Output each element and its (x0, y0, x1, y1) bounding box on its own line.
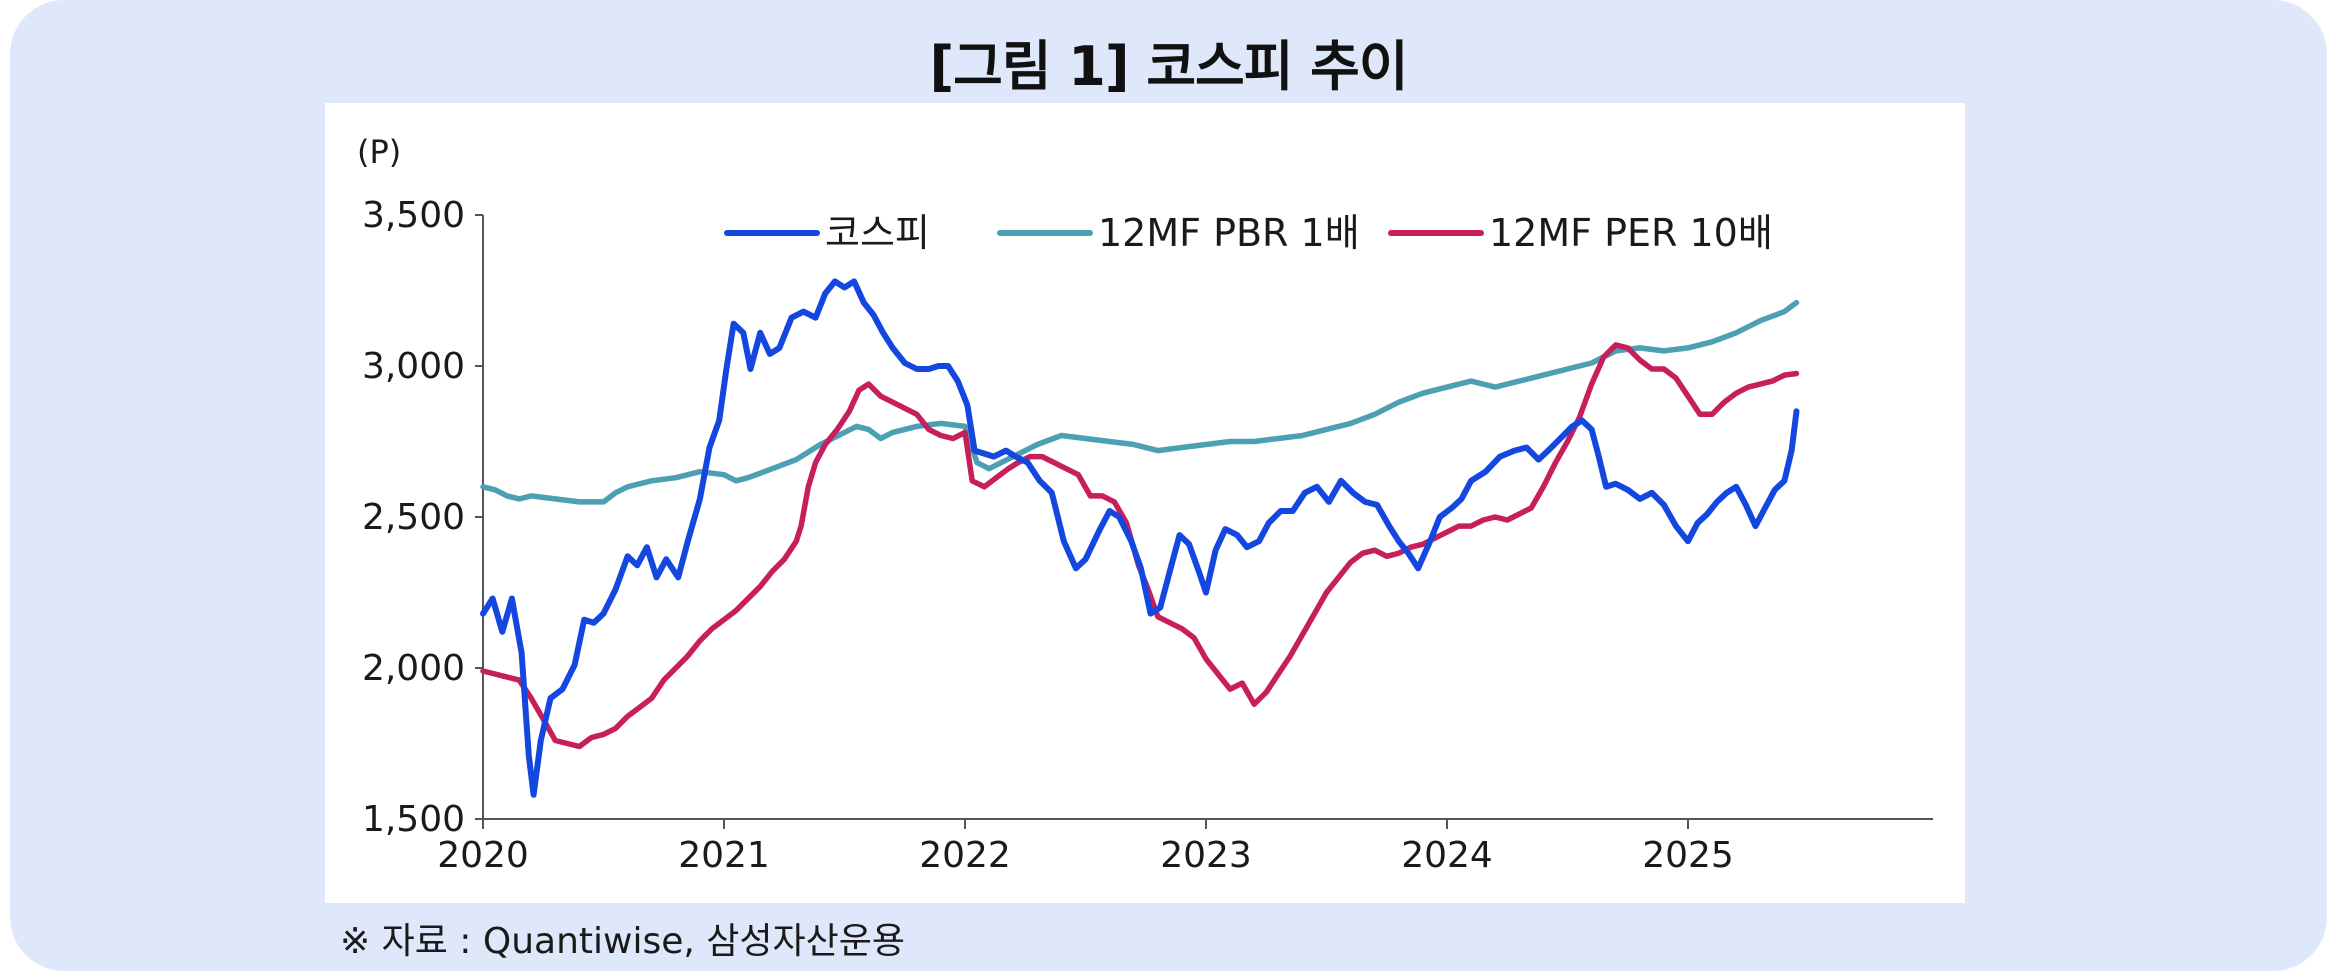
x-tick-label: 2020 (437, 835, 529, 876)
series-line-2 (480, 342, 1800, 750)
x-tick-label: 2022 (919, 835, 1011, 876)
legend-label: 12MF PBR 1배 (1098, 211, 1360, 255)
axes: 1,500 2,000 2,500 3,000 3,500 2020 2021 2022 202… (362, 195, 1933, 876)
figure-title: [그림 1] 코스피 추이 (929, 35, 1408, 98)
y-tick-label: 2,500 (362, 497, 465, 538)
x-tick-label: 2023 (1160, 835, 1252, 876)
x-tick-label: 2024 (1401, 835, 1493, 876)
plot-area: (P) 1,500 2,000 2,500 3,000 3,500 2020 2021 202… (325, 103, 1965, 903)
series-layer (480, 278, 1800, 798)
x-tick-label: 2021 (678, 835, 770, 876)
series-line-0 (480, 278, 1800, 798)
y-tick-label: 2,000 (362, 648, 465, 689)
x-tick-label: 2025 (1642, 835, 1734, 876)
y-tick-label: 3,500 (362, 195, 465, 236)
legend: 코스피 12MF PBR 1배 12MF PER 10배 (724, 211, 1773, 255)
legend-label: 12MF PER 10배 (1489, 211, 1773, 255)
line-chart: (P) 1,500 2,000 2,500 3,000 3,500 2020 2021 202… (357, 133, 1933, 876)
legend-label: 코스피 (825, 211, 930, 255)
y-tick-label: 1,500 (362, 799, 465, 840)
y-tick-label: 3,000 (362, 346, 465, 387)
source-note: ※ 자료 : Quantiwise, 삼성자산운용 (340, 921, 905, 962)
figure-card: [그림 1] 코스피 추이 (P) 1,500 2,000 2,500 3,000 3,… (10, 0, 2327, 971)
series-line-1 (480, 299, 1800, 505)
y-axis-label: (P) (357, 133, 401, 171)
